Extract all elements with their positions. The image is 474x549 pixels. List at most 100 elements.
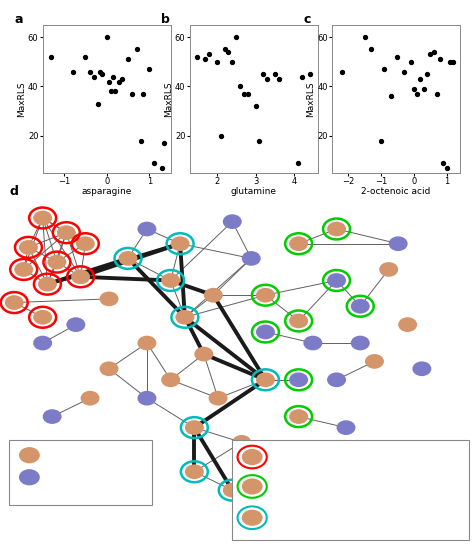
Text: positive correlation: positive correlation [52,451,130,460]
Point [90,72,98,81]
Text: b: b [162,13,170,26]
Point [430,47,438,56]
Circle shape [379,262,398,277]
Y-axis label: MaxRLS: MaxRLS [307,81,316,116]
Point [213,57,220,66]
Point [47,52,55,61]
Point [271,70,279,79]
Point [160,139,168,148]
Circle shape [351,335,370,350]
Circle shape [242,478,263,495]
Point [193,52,201,61]
Point [413,89,421,98]
Circle shape [289,372,308,387]
Point [137,136,145,145]
Point [381,65,388,74]
Point [124,55,132,64]
Bar [232,440,469,540]
Circle shape [194,347,213,361]
Point [225,47,232,56]
Point [439,159,447,167]
Circle shape [33,310,52,324]
Circle shape [256,288,275,302]
Circle shape [47,255,66,270]
Circle shape [242,449,263,465]
Circle shape [19,240,38,255]
Circle shape [76,236,95,251]
Point [150,159,157,167]
Point [298,72,306,81]
Circle shape [171,236,190,251]
Circle shape [351,299,370,313]
Point [433,89,441,98]
Circle shape [289,409,308,424]
Circle shape [100,361,118,376]
Point [133,45,140,54]
Circle shape [33,211,52,225]
Circle shape [5,295,24,310]
Point [99,70,106,79]
Circle shape [209,391,228,406]
Circle shape [223,483,242,497]
Point [86,67,93,76]
Point [94,99,102,108]
Point [228,57,236,66]
Point [217,131,224,140]
Circle shape [204,288,223,302]
Circle shape [389,236,408,251]
Point [294,159,302,167]
Point [377,136,385,145]
Circle shape [256,324,275,339]
Point [259,70,267,79]
Point [205,50,213,59]
X-axis label: 2-octenoic acid: 2-octenoic acid [361,188,430,197]
Point [367,45,375,54]
Circle shape [337,421,356,435]
Y-axis label: MaxRLS: MaxRLS [164,81,173,116]
Point [139,89,147,98]
Text: c: c [304,13,311,26]
Bar [9,440,152,505]
Circle shape [137,335,156,350]
Point [338,67,346,76]
Point [275,75,283,83]
Circle shape [137,222,156,236]
Circle shape [289,313,308,328]
Point [105,77,112,86]
Point [82,52,89,61]
Circle shape [242,251,261,266]
Circle shape [161,273,180,288]
Circle shape [327,372,346,387]
Point [393,52,401,61]
Point [107,87,115,96]
Circle shape [33,335,52,350]
Point [116,77,123,86]
Point [387,92,395,100]
Point [221,45,228,54]
Circle shape [71,270,90,284]
Point [201,55,209,64]
Point [420,85,428,93]
Point [407,57,414,66]
Text: organic acid /nitrogen compound
biosynthetic process: organic acid /nitrogen compound biosynth… [275,479,394,494]
Point [252,102,259,111]
Circle shape [242,509,263,526]
Circle shape [303,335,322,350]
Point [417,75,424,83]
Circle shape [185,464,204,479]
X-axis label: asparagine: asparagine [82,188,132,197]
Point [128,89,136,98]
Circle shape [118,251,137,266]
Circle shape [365,354,384,369]
Circle shape [81,391,100,406]
Circle shape [412,361,431,376]
Point [103,32,110,41]
Point [109,72,117,81]
Point [264,75,271,83]
Point [361,32,368,41]
Point [96,67,104,76]
Text: negative correlation: negative correlation [52,473,134,482]
Circle shape [327,222,346,236]
Point [158,164,166,172]
Text: d: d [9,185,18,198]
